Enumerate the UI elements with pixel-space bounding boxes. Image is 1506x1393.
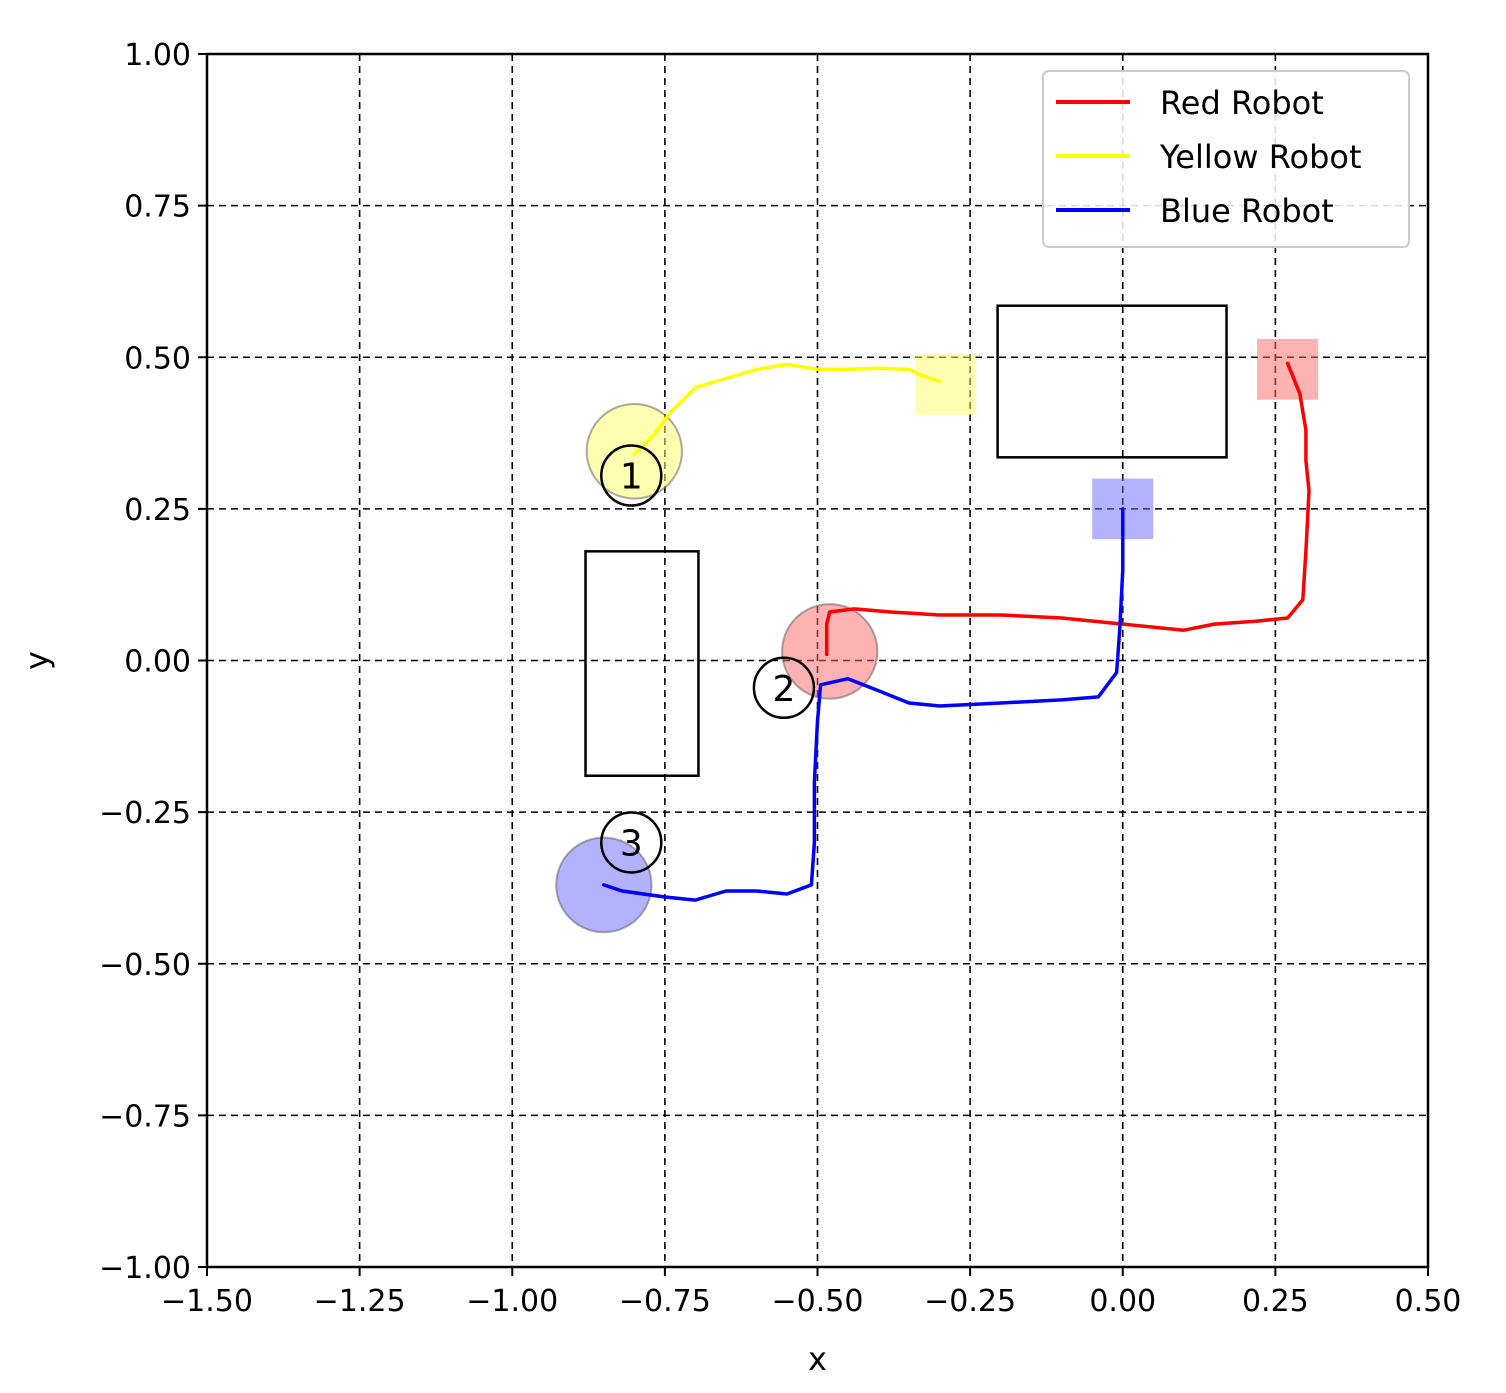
marker-circle	[600, 444, 663, 507]
x-tick-label: 0.50	[1395, 1284, 1462, 1319]
goal-square	[1257, 339, 1319, 400]
y-tick-label: −0.25	[99, 796, 191, 831]
y-tick-label: −0.75	[99, 1099, 191, 1134]
goal-square	[915, 354, 977, 415]
axis-ticks: −1.50 −1.25 −1.00 −0.75 −0.50 −0.25 0.00 0.25 0.…	[99, 38, 1461, 1319]
marker-number: 1	[620, 457, 643, 498]
trajectory-line	[632, 362, 942, 457]
y-tick-label: −1.00	[99, 1251, 191, 1286]
marker-number: 3	[620, 823, 643, 864]
legend-label: Yellow Robot	[1159, 138, 1362, 176]
trajectories	[602, 361, 1311, 902]
x-tick-label: −0.50	[772, 1284, 864, 1319]
numbered-markers: 1 2 3	[600, 444, 816, 874]
marker-number: 2	[772, 669, 795, 710]
legend-label: Red Robot	[1160, 84, 1324, 122]
obstacles	[584, 304, 1228, 777]
y-tick-label: −0.50	[99, 948, 191, 983]
legend: Red Robot Yellow Robot Blue Robot	[1042, 70, 1410, 248]
x-tick-label: −0.75	[619, 1284, 711, 1319]
y-tick-label: 0.50	[124, 341, 191, 376]
marker-circle	[600, 811, 663, 874]
y-axis-label: y	[18, 651, 56, 670]
start-goal-regions	[555, 339, 1319, 934]
marker-circle	[752, 656, 816, 720]
x-tick-label: −1.25	[314, 1284, 406, 1319]
x-axis-label: x	[808, 1340, 827, 1378]
x-tick-label: −1.00	[466, 1284, 558, 1319]
y-tick-label: 0.00	[124, 645, 191, 680]
legend-label: Blue Robot	[1160, 192, 1334, 230]
trajectory-line	[602, 507, 1125, 902]
x-tick-label: 0.00	[1089, 1284, 1156, 1319]
trajectory-line	[824, 361, 1311, 657]
y-tick-label: 1.00	[124, 38, 191, 73]
x-tick-label: −0.25	[924, 1284, 1016, 1319]
y-tick-label: 0.25	[124, 493, 191, 528]
legend-box	[1042, 70, 1410, 248]
obstacle-rect	[996, 304, 1228, 459]
x-tick-label: 0.25	[1242, 1284, 1309, 1319]
x-tick-label: −1.50	[161, 1284, 253, 1319]
obstacle-rect	[584, 550, 700, 777]
y-tick-label: 0.75	[124, 190, 191, 225]
start-circle	[781, 603, 879, 700]
